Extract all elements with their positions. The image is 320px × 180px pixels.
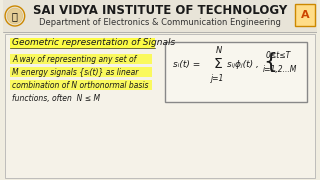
FancyBboxPatch shape xyxy=(165,42,307,102)
FancyBboxPatch shape xyxy=(10,80,152,90)
FancyBboxPatch shape xyxy=(3,0,317,32)
Text: M energy signals {sᵢ(t)} as linear: M energy signals {sᵢ(t)} as linear xyxy=(12,68,138,76)
Text: {: { xyxy=(263,52,277,72)
Text: Department of Electronics & Communication Engineering: Department of Electronics & Communicatio… xyxy=(39,17,281,26)
Text: sᵢ(t) =: sᵢ(t) = xyxy=(173,60,200,69)
Text: j=1: j=1 xyxy=(211,73,225,82)
FancyBboxPatch shape xyxy=(295,4,315,26)
Text: SAI VIDYA INSTITUTE OF TECHNOLOGY: SAI VIDYA INSTITUTE OF TECHNOLOGY xyxy=(33,3,287,17)
Text: A way of representing any set of: A way of representing any set of xyxy=(12,55,136,64)
Text: Σ: Σ xyxy=(213,57,222,71)
Text: 🏛: 🏛 xyxy=(12,11,18,21)
Text: sᵢⱼϕⱼ(t) ,: sᵢⱼϕⱼ(t) , xyxy=(227,60,259,69)
Text: N: N xyxy=(216,46,222,55)
Text: i=1,2...M: i=1,2...M xyxy=(263,64,297,73)
Text: combination of N orthonormal basis: combination of N orthonormal basis xyxy=(12,80,148,89)
FancyBboxPatch shape xyxy=(10,54,152,64)
Text: Geometric representation of Signals: Geometric representation of Signals xyxy=(12,37,175,46)
Text: 0≤t≤T: 0≤t≤T xyxy=(266,51,291,60)
Text: functions, often  N ≤ M: functions, often N ≤ M xyxy=(12,93,100,102)
FancyBboxPatch shape xyxy=(10,38,155,49)
Text: A: A xyxy=(301,10,309,20)
Circle shape xyxy=(7,8,23,24)
FancyBboxPatch shape xyxy=(10,67,152,77)
FancyBboxPatch shape xyxy=(5,34,315,178)
